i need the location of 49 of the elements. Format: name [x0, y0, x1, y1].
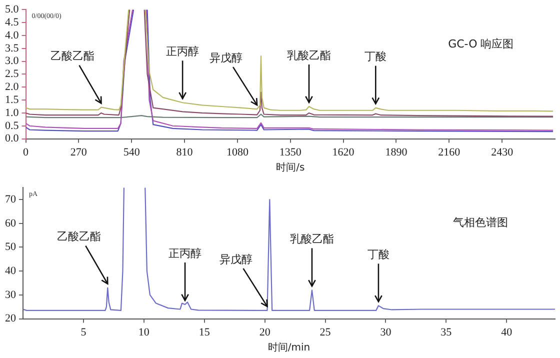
annotation: 乳酸乙酯 [290, 232, 334, 246]
y-tick-label: 2.0 [5, 81, 20, 94]
x-tick-label: 2430 [491, 146, 514, 158]
y-tick-label: 60 [5, 217, 16, 230]
y-tick-label: 40 [5, 264, 16, 277]
y-tick-label: 1.0 [5, 106, 20, 119]
annotation: 乙酸乙酯 [50, 50, 95, 63]
x-tick-label: 810 [176, 146, 194, 158]
x-tick-label: 1080 [226, 146, 249, 158]
x-axis-title: 时间/min [268, 342, 310, 354]
y-tick-label: 0.5 [5, 120, 20, 132]
y-tick-label: 1.5 [5, 94, 20, 106]
y-tick-label: 30 [5, 288, 16, 301]
x-tick-label: 20 [259, 326, 271, 338]
x-tick-label: 270 [70, 146, 88, 158]
y-tick-label: 2.5 [5, 68, 20, 80]
y-tick-label: 4.0 [5, 29, 20, 42]
y-tick-label: 0.0 [5, 132, 20, 145]
annotation: 正丙醇 [166, 44, 200, 58]
annotation: 异戊醇 [209, 51, 242, 64]
x-tick-label: 40 [501, 326, 513, 338]
text: GC-O 响应图 [448, 37, 514, 50]
y-tick-label: 5.0 [5, 3, 20, 16]
annotation: 正丙醇 [168, 246, 202, 260]
x-tick-label: 1350 [279, 146, 302, 158]
annotation: 乙酸乙酯 [57, 230, 102, 244]
y-tick-label: 50 [5, 241, 16, 254]
x-tick-label: 15 [198, 326, 210, 338]
annotation: 丁酸 [364, 50, 387, 64]
x-tick-label: 0 [23, 146, 29, 158]
x-tick-label: 1890 [385, 146, 408, 158]
x-tick-label: 1620 [332, 146, 355, 158]
y-tick-label: 3.5 [5, 42, 20, 54]
y-tick-label: 70 [5, 193, 16, 206]
x-tick-label: 30 [380, 326, 392, 338]
x-tick-label: 5 [80, 326, 87, 338]
x-tick-label: 35 [440, 326, 452, 338]
x-axis-title: 时间/s [276, 162, 305, 174]
y-tick-label: 3.0 [5, 55, 20, 68]
x-tick-label: 540 [123, 146, 140, 158]
annotation: 丁酸 [367, 248, 390, 262]
x-tick-label: 25 [320, 326, 332, 338]
y-tick-label: 4.5 [5, 16, 20, 28]
annotation: 乳酸乙酯 [286, 48, 331, 62]
annotation: 异戊醇 [220, 252, 253, 266]
text: 气相色谱图 [453, 216, 508, 229]
y-tick-label: 20 [5, 312, 16, 325]
x-tick-label: 2160 [438, 146, 461, 158]
x-tick-label: 10 [138, 326, 150, 338]
